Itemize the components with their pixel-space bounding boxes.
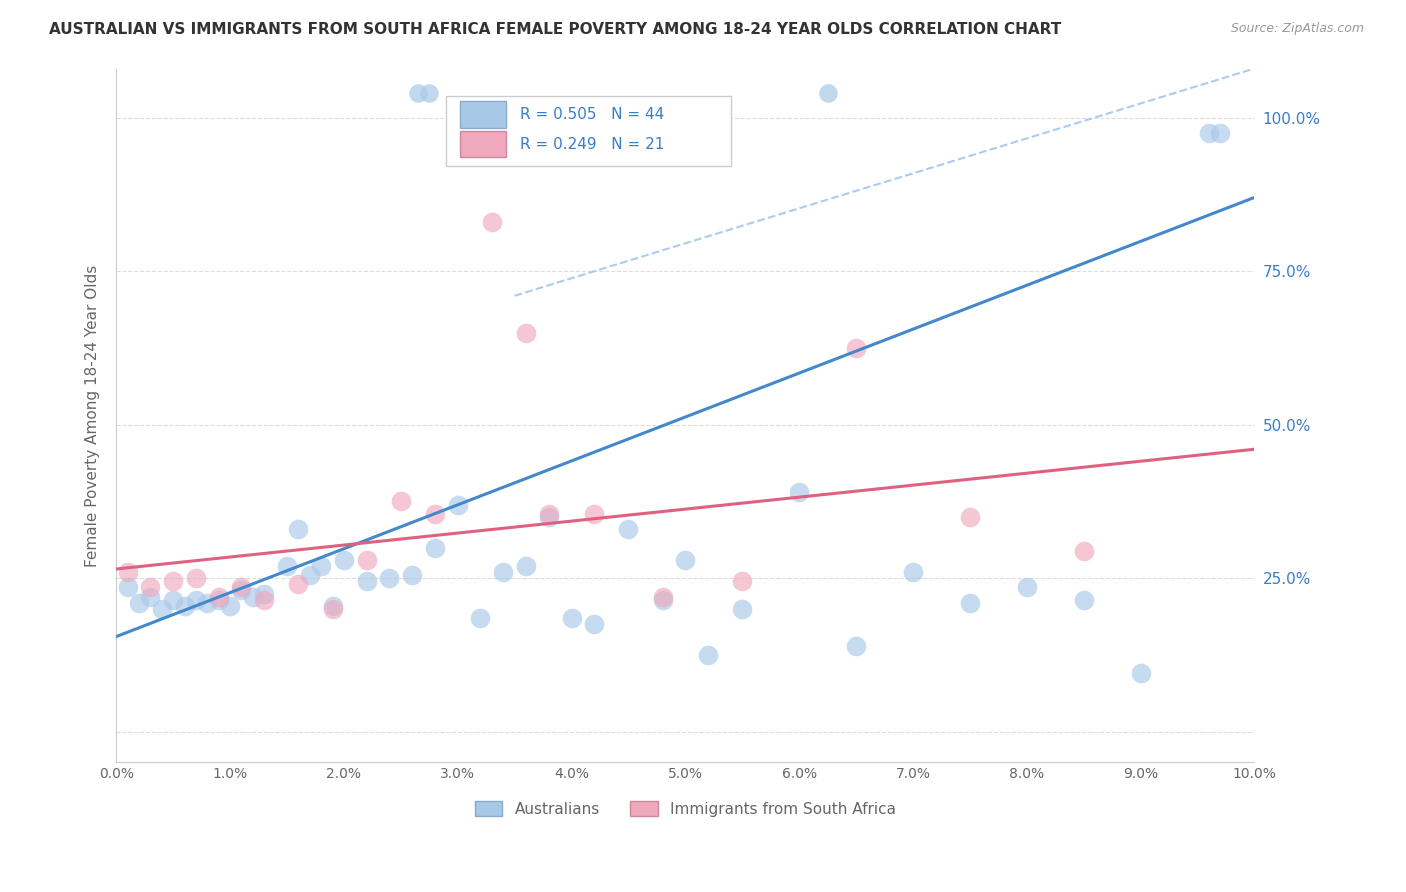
Point [731,574,754,589]
Text: R = 0.249   N = 21: R = 0.249 N = 21 [520,136,665,152]
Point [583,617,606,632]
Point [537,507,560,521]
Point [276,558,298,573]
Legend: Australians, Immigrants from South Africa: Australians, Immigrants from South Afric… [467,793,904,824]
Point [1198,126,1220,140]
Point [787,485,810,500]
Point [389,494,412,508]
Bar [446,96,731,166]
Point [959,509,981,524]
Bar [460,101,506,128]
Point [321,599,343,613]
Point [423,507,446,521]
Point [481,215,503,229]
Point [492,565,515,579]
Point [139,590,162,604]
Point [537,509,560,524]
Point [162,574,184,589]
Point [356,574,378,589]
Point [651,592,673,607]
Point [162,592,184,607]
Point [617,522,640,536]
Point [321,602,343,616]
Point [697,648,720,662]
Point [128,596,150,610]
Point [287,577,309,591]
Point [423,541,446,555]
Point [845,639,868,653]
Point [651,590,673,604]
Point [901,565,924,579]
Point [583,507,606,521]
Point [242,590,264,604]
Point [231,581,253,595]
Point [1129,666,1152,681]
Point [184,592,207,607]
Point [208,592,231,607]
Text: AUSTRALIAN VS IMMIGRANTS FROM SOUTH AFRICA FEMALE POVERTY AMONG 18-24 YEAR OLDS : AUSTRALIAN VS IMMIGRANTS FROM SOUTH AFRI… [49,22,1062,37]
Point [184,571,207,585]
Point [309,558,332,573]
Point [298,568,321,582]
Point [515,558,537,573]
Point [447,498,470,512]
Text: Source: ZipAtlas.com: Source: ZipAtlas.com [1230,22,1364,36]
Point [117,565,139,579]
Point [731,602,754,616]
Point [253,586,276,600]
Point [673,553,696,567]
Point [139,581,162,595]
Point [195,596,218,610]
Point [959,596,981,610]
Point [515,326,537,340]
Point [253,592,276,607]
Point [287,522,309,536]
Point [1073,592,1095,607]
Text: R = 0.505   N = 44: R = 0.505 N = 44 [520,107,665,122]
Point [173,599,195,613]
Point [1209,126,1232,140]
Point [356,553,378,567]
Point [470,611,492,625]
Point [208,590,231,604]
Point [378,571,401,585]
Point [150,602,173,616]
Point [845,341,868,355]
Point [560,611,582,625]
Point [219,599,242,613]
Point [117,581,139,595]
Point [1073,543,1095,558]
Point [333,553,356,567]
Bar [460,131,506,157]
Point [1015,581,1038,595]
Point [231,583,253,598]
Point [401,568,423,582]
Y-axis label: Female Poverty Among 18-24 Year Olds: Female Poverty Among 18-24 Year Olds [86,264,100,566]
